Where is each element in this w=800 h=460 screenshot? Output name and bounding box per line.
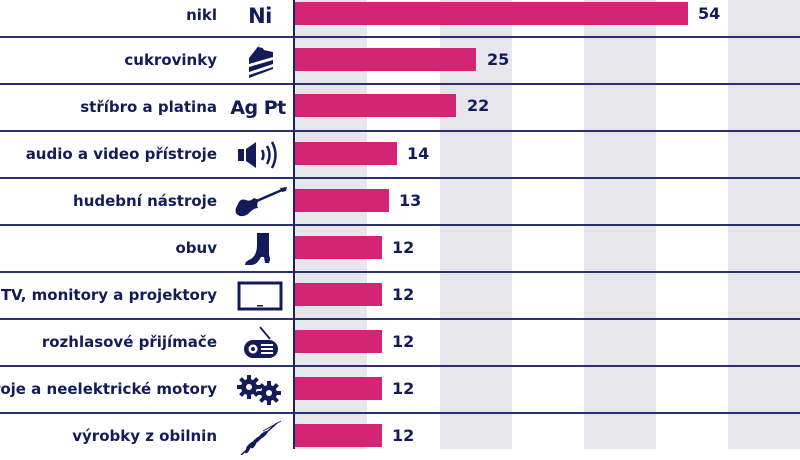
bar — [295, 189, 389, 212]
bar — [295, 330, 382, 353]
bar — [295, 142, 397, 165]
value-label: 12 — [392, 332, 415, 351]
speaker-icon — [232, 137, 288, 173]
row-divider — [0, 318, 800, 320]
row-divider — [0, 271, 800, 273]
boot-icon — [232, 231, 288, 267]
value-label: 14 — [407, 144, 430, 163]
category-label: obuv — [175, 239, 218, 257]
chart-row: rozhlasové přijímače 12 — [0, 319, 800, 366]
category-label: nikl — [186, 6, 217, 24]
category-label: stříbro a platina — [80, 98, 217, 116]
row-divider — [0, 365, 800, 367]
bar — [295, 236, 382, 259]
chart-row: obuv 12 — [0, 225, 800, 272]
wheat-icon — [232, 419, 288, 455]
radio-icon — [232, 325, 288, 361]
category-label: audio a video přístroje — [25, 145, 217, 163]
tv-icon — [232, 278, 288, 314]
chart-row: TV, monitory a projektory 12 — [0, 272, 800, 319]
chart-row: stroje a neelektrické motory 12 — [0, 366, 800, 413]
guitar-icon — [232, 184, 288, 220]
category-label: hudební nástroje — [73, 192, 217, 210]
category-axis — [293, 0, 295, 449]
category-label: stroje a neelektrické motory — [0, 380, 217, 398]
row-divider — [0, 83, 800, 85]
value-label: 22 — [467, 96, 490, 115]
value-label: 12 — [392, 285, 415, 304]
category-label: výrobky z obilnin — [72, 427, 217, 445]
value-label: 12 — [392, 379, 415, 398]
row-divider — [0, 412, 800, 414]
category-label: cukrovinky — [124, 51, 217, 69]
category-label: rozhlasové přijímače — [41, 333, 217, 351]
row-divider — [0, 36, 800, 38]
row-divider — [0, 130, 800, 132]
cake-icon — [232, 43, 288, 79]
bar — [295, 377, 382, 400]
chart-row: hudební nástroje 13 — [0, 178, 800, 225]
chart-row: nikl Ni 54 — [0, 0, 800, 39]
value-label: 25 — [487, 50, 510, 69]
bar — [295, 424, 382, 447]
bar — [295, 2, 688, 25]
chart-row: stříbro a platina Ag Pt 22 — [0, 84, 800, 131]
nickel-symbol-icon: Ni — [248, 4, 272, 28]
chart-row: cukrovinky 25 — [0, 37, 800, 84]
value-label: 12 — [392, 238, 415, 257]
chart-row: audio a video přístroje 14 — [0, 131, 800, 178]
silver-platinum-symbol-icon: Ag Pt — [230, 97, 286, 119]
chart-row: výrobky z obilnin 12 — [0, 413, 800, 460]
bar — [295, 94, 456, 117]
value-label: 54 — [698, 4, 721, 23]
value-label: 13 — [399, 191, 422, 210]
gears-icon — [232, 372, 288, 408]
row-divider — [0, 224, 800, 226]
bar — [295, 283, 382, 306]
value-label: 12 — [392, 426, 415, 445]
bar — [295, 48, 476, 71]
row-divider — [0, 177, 800, 179]
category-label: TV, monitory a projektory — [0, 286, 217, 304]
